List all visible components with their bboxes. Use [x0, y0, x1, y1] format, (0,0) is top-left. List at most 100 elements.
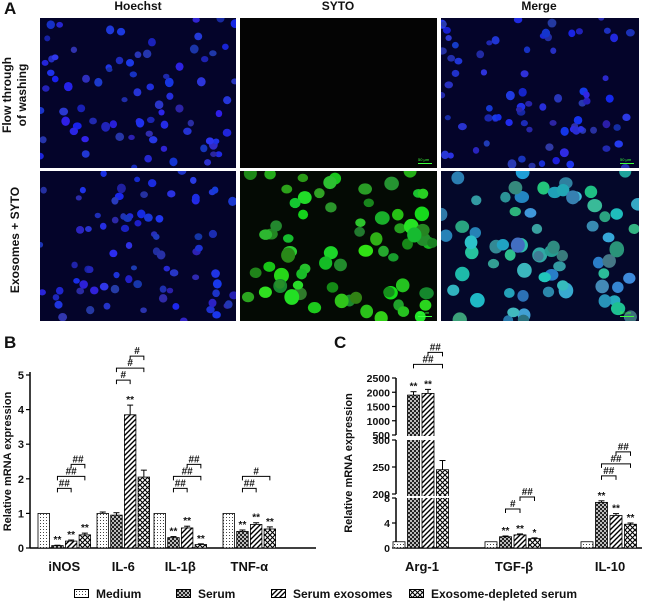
bar: [484, 541, 498, 549]
comparison-bracket: [427, 351, 443, 357]
micrograph-hoechst-exosomes: [40, 171, 236, 321]
cell: [125, 275, 133, 284]
cell: [192, 274, 200, 281]
cell: [628, 223, 639, 234]
bar: [249, 524, 263, 549]
cell: [566, 160, 575, 168]
bar: [110, 514, 123, 549]
comparison-bracket: [172, 475, 202, 481]
comparison-bracket: [601, 475, 617, 480]
cell: [518, 87, 527, 97]
cell: [471, 195, 482, 206]
cell: [215, 109, 223, 118]
cell: [538, 272, 551, 283]
cell: [90, 286, 99, 295]
comparison-label: #: [127, 358, 133, 369]
cell: [216, 18, 225, 23]
bar: [124, 414, 137, 549]
scale-bar: [620, 163, 634, 164]
cell: [314, 188, 325, 199]
cell: [495, 114, 502, 121]
cell: [187, 119, 194, 127]
bar: [392, 541, 406, 549]
cell: [144, 154, 152, 163]
bar: [421, 392, 435, 549]
cell: [509, 206, 521, 217]
cell: [441, 150, 450, 160]
cell: [598, 18, 605, 21]
cell: [169, 157, 178, 167]
cell: [427, 237, 437, 248]
comparison-bracket: [115, 367, 145, 373]
cell: [484, 114, 493, 122]
cell: [167, 190, 176, 198]
cell: [587, 198, 603, 213]
cell: [452, 312, 467, 321]
cell: [374, 211, 390, 225]
comparison-label: #: [253, 466, 259, 477]
cell: [73, 278, 80, 284]
cell: [556, 250, 568, 262]
scale-bar-label: 50 μm: [620, 310, 632, 315]
cell: [77, 104, 86, 113]
cell: [208, 229, 218, 239]
y-tick-label: 0: [18, 543, 24, 555]
cell: [354, 226, 365, 237]
cell: [323, 246, 338, 260]
cell: [224, 300, 233, 309]
cell: [457, 123, 467, 131]
bar: [236, 530, 249, 549]
cell: [297, 173, 309, 183]
cell: [116, 27, 126, 36]
cell: [508, 181, 523, 195]
cell: [602, 254, 616, 268]
cell: [46, 20, 55, 29]
cell: [100, 171, 107, 178]
cell: [542, 286, 555, 298]
significance-label: **: [126, 395, 134, 406]
cell: [505, 118, 513, 127]
significance-label: **: [81, 523, 89, 534]
cell: [586, 220, 599, 232]
cell: [120, 224, 130, 233]
cell: [140, 307, 147, 314]
cell: [613, 124, 621, 131]
cell: [113, 271, 120, 279]
bar: [263, 528, 277, 549]
cell: [63, 81, 73, 92]
y-tick-label: 5: [18, 370, 24, 382]
cell: [259, 229, 273, 240]
cell: [472, 146, 480, 154]
cell: [103, 302, 111, 310]
legend-swatch: [177, 590, 190, 597]
cell: [194, 233, 203, 241]
cell: [496, 239, 510, 251]
cell: [206, 306, 215, 314]
cell: [160, 120, 169, 129]
cell: [441, 229, 453, 242]
y-tick-label: 200: [372, 489, 390, 501]
cell: [510, 237, 525, 253]
cell: [334, 293, 349, 309]
cell: [158, 109, 165, 116]
significance-label: **: [410, 382, 418, 393]
y-tick-label: 2000: [367, 387, 391, 399]
cell: [323, 176, 337, 190]
legend-swatch: [75, 590, 88, 597]
cell: [135, 118, 145, 128]
cell: [383, 286, 395, 298]
cell: [612, 281, 624, 293]
cell: [46, 69, 55, 77]
comparison-bracket: [241, 475, 271, 481]
cell: [515, 106, 523, 113]
cell: [70, 46, 78, 53]
cell: [86, 266, 94, 273]
cell: [515, 171, 530, 180]
cell: [483, 140, 490, 147]
cell: [395, 278, 410, 293]
cell: [524, 208, 537, 218]
cell: [169, 269, 179, 277]
cell: [208, 298, 217, 308]
cell: [274, 279, 285, 289]
cell: [358, 244, 374, 257]
